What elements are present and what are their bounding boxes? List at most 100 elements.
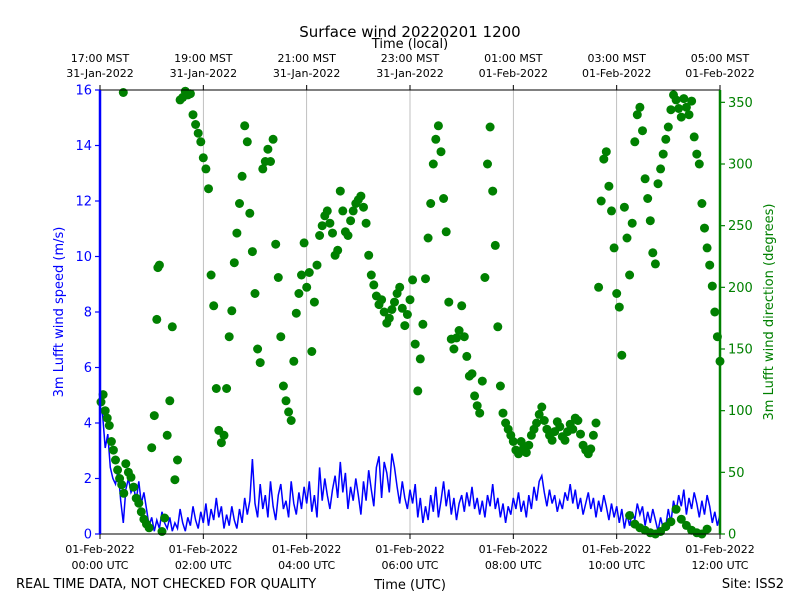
wind-direction-points <box>96 86 725 539</box>
direction-point <box>266 157 275 166</box>
left-tick-label: 12 <box>75 195 92 210</box>
direction-point <box>284 407 294 417</box>
direction-point <box>410 339 420 349</box>
top-tick-date: 01-Feb-2022 <box>582 67 651 80</box>
direction-point <box>193 128 203 138</box>
direction-point <box>663 122 673 132</box>
direction-point <box>475 408 485 418</box>
direction-point <box>294 289 304 298</box>
direction-point <box>149 411 159 421</box>
direction-point <box>121 459 131 469</box>
direction-point <box>390 297 399 307</box>
top-tick-time: 21:00 MST <box>277 52 336 65</box>
top-tick-date: 01-Feb-2022 <box>479 67 548 80</box>
direction-point <box>188 110 198 120</box>
direction-point <box>162 430 172 440</box>
quality-disclaimer: REAL TIME DATA, NOT CHECKED FOR QUALITY <box>16 577 316 592</box>
direction-point <box>209 301 219 311</box>
direction-point <box>521 448 531 458</box>
direction-point <box>472 401 482 411</box>
direction-point <box>676 514 686 524</box>
direction-point <box>681 102 691 112</box>
direction-point <box>297 270 306 280</box>
direction-point <box>555 422 565 432</box>
direction-point <box>609 243 619 253</box>
direction-point <box>694 159 704 169</box>
direction-point <box>328 228 337 238</box>
direction-point <box>232 228 242 238</box>
direction-point <box>400 321 410 331</box>
direction-point <box>173 455 182 465</box>
direction-point <box>428 159 438 169</box>
direction-point <box>524 440 534 450</box>
direction-point <box>700 223 709 233</box>
direction-point <box>632 110 642 120</box>
direction-point <box>625 511 635 520</box>
left-tick-label: 8 <box>84 306 92 321</box>
direction-point <box>338 206 348 216</box>
direction-point <box>343 231 353 240</box>
top-axis-ticks: 17:00 MST 31-Jan-2022 19:00 MST 31-Jan-2022… <box>66 52 755 90</box>
direction-point <box>307 347 317 356</box>
direction-point <box>100 406 110 416</box>
direction-point <box>312 260 322 270</box>
direction-point <box>325 218 335 228</box>
top-tick-time: 01:00 MST <box>484 52 543 65</box>
direction-point <box>586 444 596 454</box>
direction-point <box>258 164 268 174</box>
direction-point <box>614 302 624 312</box>
top-tick-time: 03:00 MST <box>587 52 646 65</box>
grid-lines <box>202 90 618 534</box>
direction-point <box>309 297 319 307</box>
direction-point <box>444 297 454 307</box>
direction-point <box>601 147 611 157</box>
direction-point <box>568 424 578 434</box>
direction-point <box>335 186 345 196</box>
direction-point <box>671 95 681 105</box>
direction-point <box>136 507 146 517</box>
bottom-tick-time: 04:00 UTC <box>278 559 335 572</box>
top-tick-time: 19:00 MST <box>174 52 233 65</box>
left-tick-label: 16 <box>75 84 92 99</box>
direction-point <box>129 482 139 492</box>
direction-point <box>692 149 702 159</box>
direction-point <box>237 171 247 181</box>
direction-point <box>245 208 255 218</box>
bottom-tick-date: 01-Feb-2022 <box>65 543 134 556</box>
direction-point <box>658 149 668 159</box>
direction-point <box>573 416 583 425</box>
direction-point <box>240 121 250 131</box>
direction-point <box>607 206 616 216</box>
direction-point <box>157 527 167 536</box>
direction-point <box>426 199 436 208</box>
direction-point <box>666 517 676 527</box>
direction-point <box>462 351 472 361</box>
direction-point <box>415 354 425 364</box>
direction-point <box>111 455 120 465</box>
direction-point <box>710 307 720 317</box>
direction-point <box>534 409 544 419</box>
right-axis-ticks: 0 50 100 150 200 250 300 350 <box>720 96 753 543</box>
direction-point <box>436 147 446 157</box>
direction-point <box>170 475 180 485</box>
direction-point <box>650 259 660 269</box>
direction-point <box>154 260 164 270</box>
direction-point <box>480 273 490 282</box>
direction-point <box>281 396 291 406</box>
top-tick-date: 31-Jan-2022 <box>376 67 444 80</box>
direction-point <box>250 289 260 298</box>
direction-point <box>322 206 332 216</box>
direction-point <box>333 245 343 255</box>
direction-point <box>102 413 112 423</box>
chart-title: Surface wind 20220201 1200 <box>299 23 520 41</box>
direction-point <box>408 275 418 285</box>
bottom-tick-time: 10:00 UTC <box>588 559 645 572</box>
direction-point <box>488 186 498 196</box>
direction-point <box>599 154 609 164</box>
direction-point <box>630 137 640 147</box>
top-tick-time: 17:00 MST <box>71 52 130 65</box>
direction-point <box>369 280 379 290</box>
direction-point <box>119 488 129 498</box>
direction-point <box>108 445 118 455</box>
